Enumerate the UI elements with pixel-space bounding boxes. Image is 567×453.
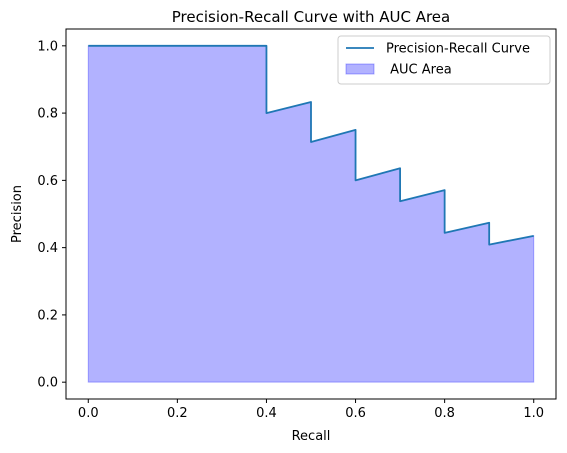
axes-frame (65, 28, 557, 400)
axes: 0.0 0.2 0.4 0.6 0.8 1.0 0.0 0.2 0.4 0.6 0.8 1.0 (37, 28, 557, 421)
x-axis-label: Recall (292, 429, 331, 444)
y-tick-label: 0.6 (37, 174, 58, 189)
y-tick-label: 0.4 (37, 241, 58, 256)
y-tick-label: 0.2 (37, 308, 58, 323)
plot-area (87, 44, 535, 383)
legend-label-area: AUC Area (386, 63, 452, 78)
y-axis-label: Precision (10, 185, 25, 243)
x-tick-label: 1.0 (523, 406, 544, 421)
auc-area (87, 45, 535, 383)
x-tick-label: 0.8 (434, 406, 455, 421)
legend: Precision-Recall Curve AUC Area (337, 35, 551, 85)
legend-area-swatch (345, 63, 375, 75)
y-tick-label: 0.0 (37, 376, 58, 391)
precision-recall-line (88, 44, 534, 246)
legend-box (337, 35, 551, 85)
legend-label-curve: Precision-Recall Curve (386, 42, 530, 57)
y-tick-label: 0.8 (37, 107, 58, 122)
x-tick-label: 0.0 (78, 406, 99, 421)
x-tick-label: 0.6 (345, 406, 366, 421)
x-tick-label: 0.4 (256, 406, 277, 421)
x-tick-label: 0.2 (167, 406, 188, 421)
chart-title: Precision-Recall Curve with AUC Area (172, 8, 450, 26)
y-tick-label: 1.0 (37, 39, 58, 54)
